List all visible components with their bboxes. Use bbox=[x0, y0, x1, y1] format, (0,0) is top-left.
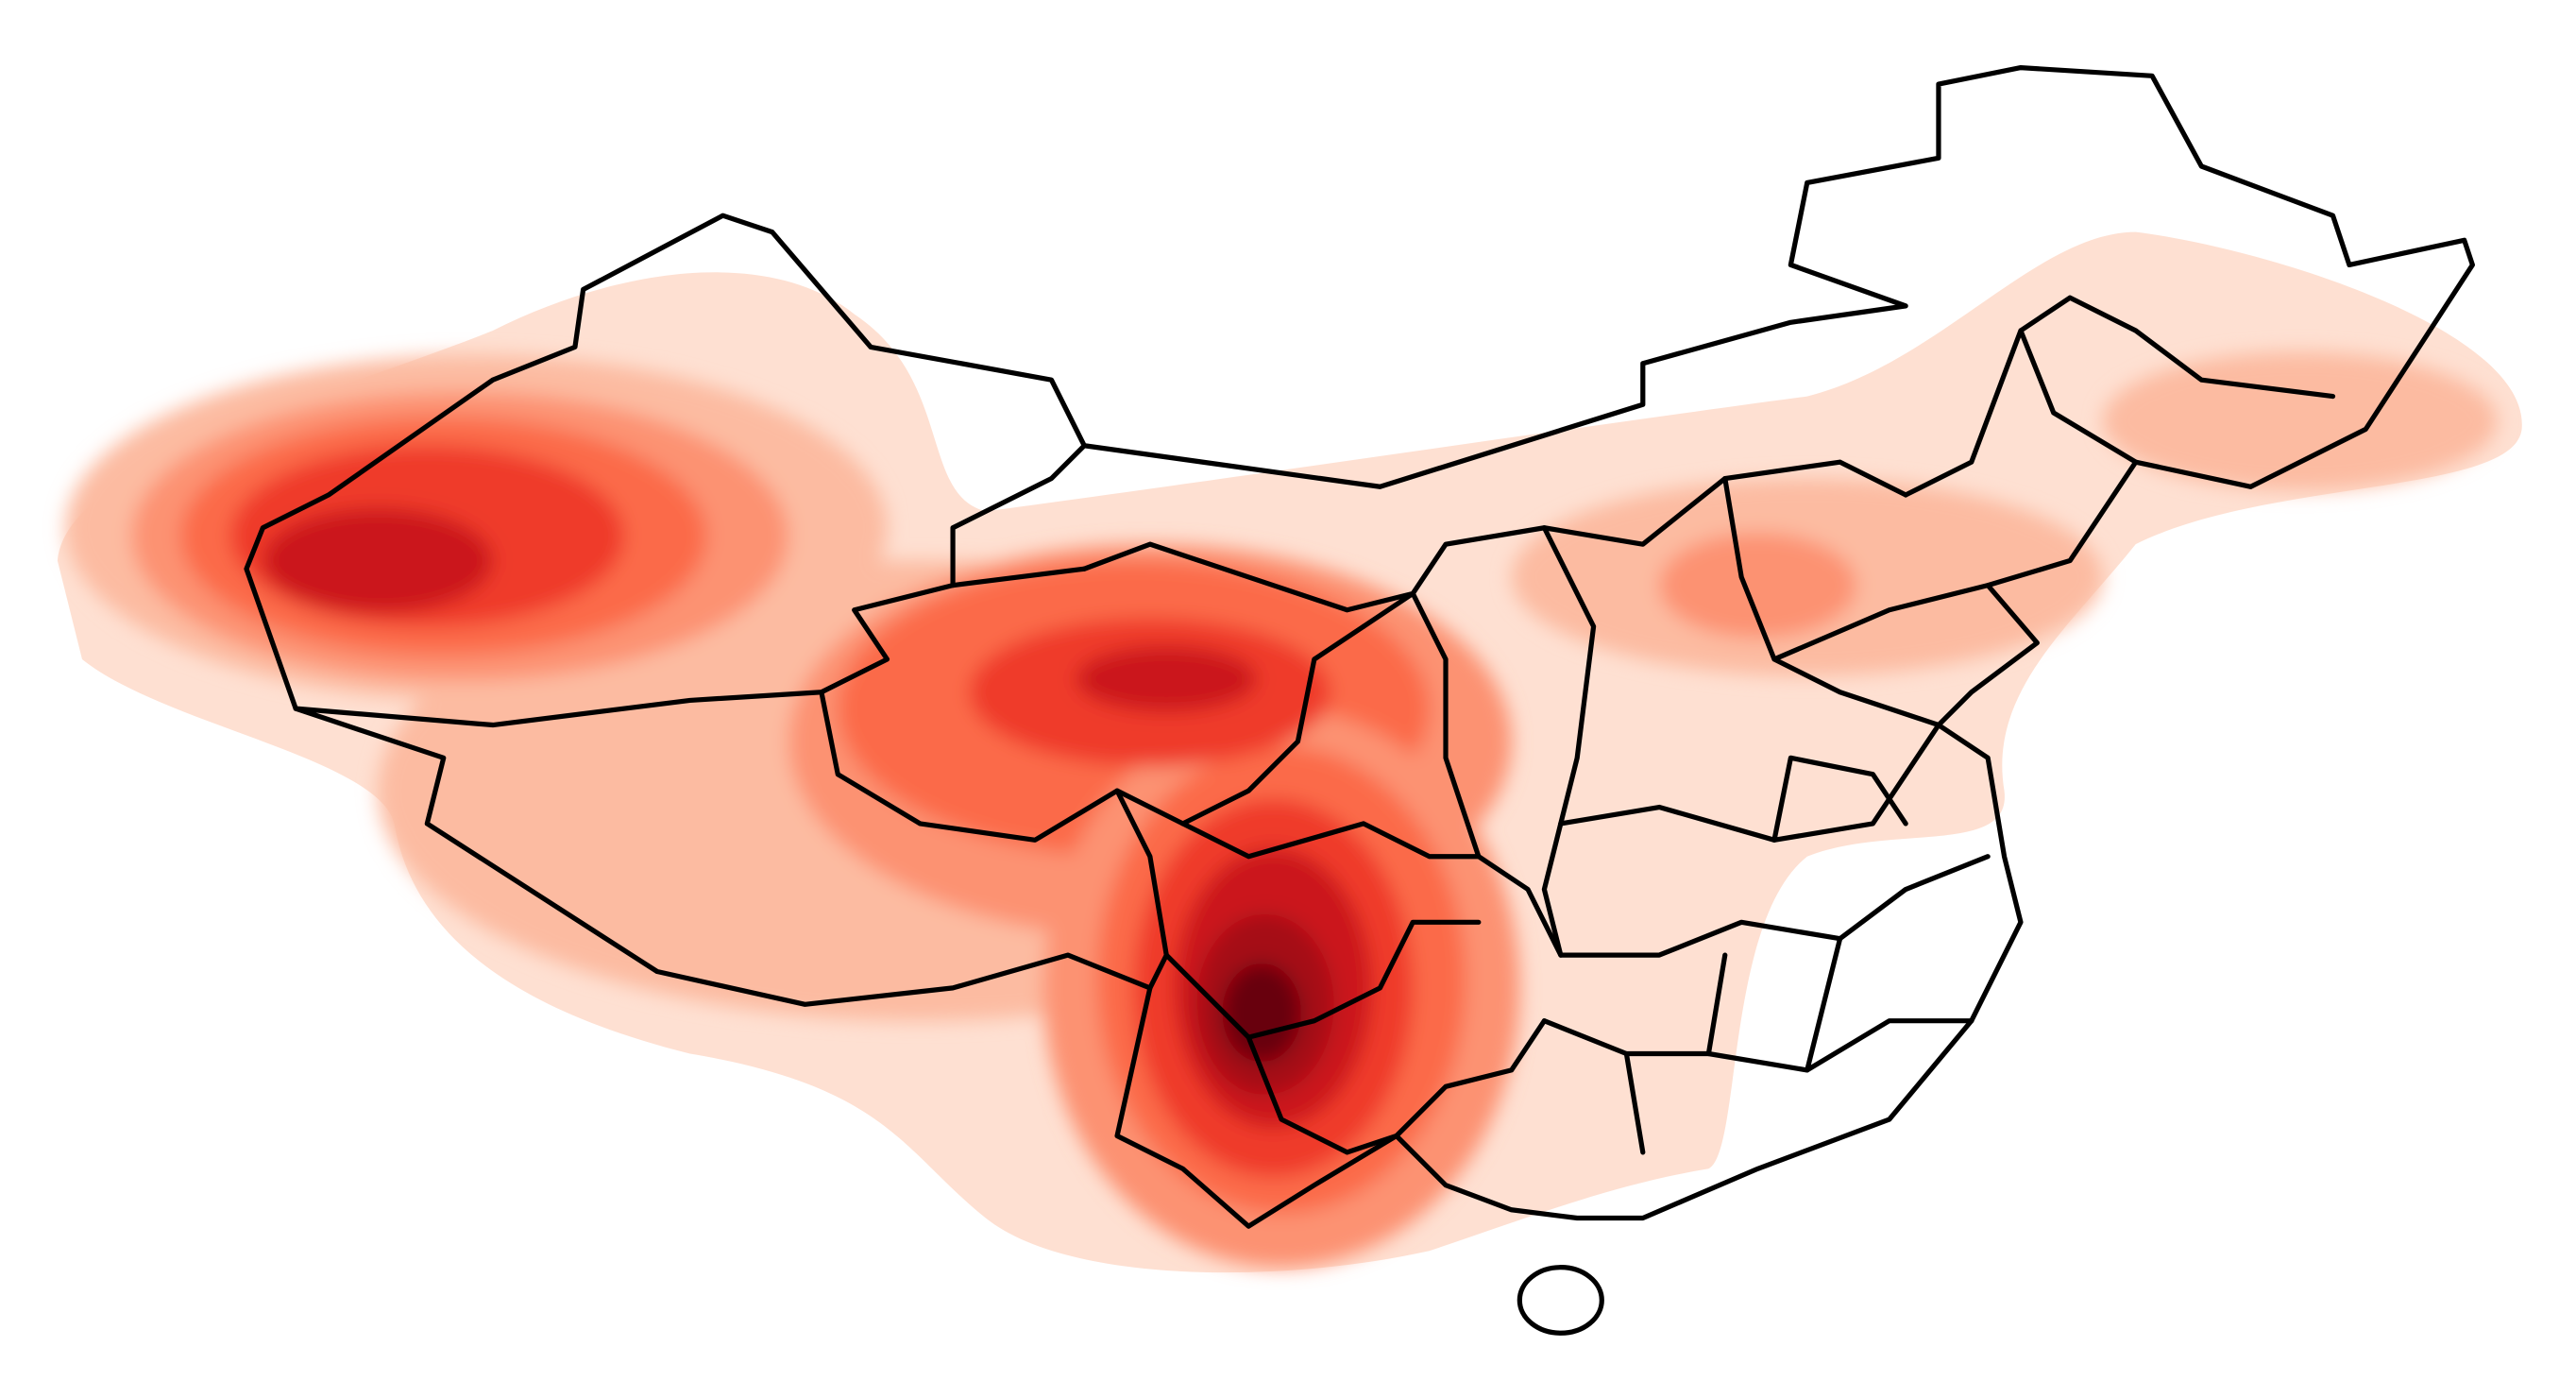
province-border bbox=[1722, 475, 1991, 728]
density-band bbox=[1659, 532, 1856, 639]
province-border bbox=[1114, 788, 1169, 991]
province-border bbox=[1081, 459, 1908, 613]
density-contours bbox=[65, 351, 2498, 1268]
province-border bbox=[1541, 821, 1991, 958]
province-border bbox=[1541, 1018, 1974, 1073]
province-border bbox=[950, 443, 1087, 588]
province-border bbox=[1623, 936, 1843, 1155]
density-band bbox=[263, 507, 493, 614]
province-border bbox=[819, 623, 1366, 843]
borders bbox=[244, 65, 2476, 1336]
province-border bbox=[293, 566, 1087, 728]
province-border bbox=[1903, 295, 2336, 498]
island-border bbox=[1517, 1265, 1604, 1336]
province-border bbox=[1541, 525, 1941, 843]
province-border bbox=[1361, 590, 1482, 860]
density-band bbox=[2102, 351, 2498, 490]
province-border bbox=[1246, 1018, 1548, 1155]
province-border bbox=[1771, 755, 1908, 843]
density-band bbox=[1222, 963, 1301, 1063]
province-border bbox=[1163, 919, 1482, 1040]
province-border bbox=[1180, 821, 1564, 958]
density-band bbox=[1076, 646, 1257, 712]
